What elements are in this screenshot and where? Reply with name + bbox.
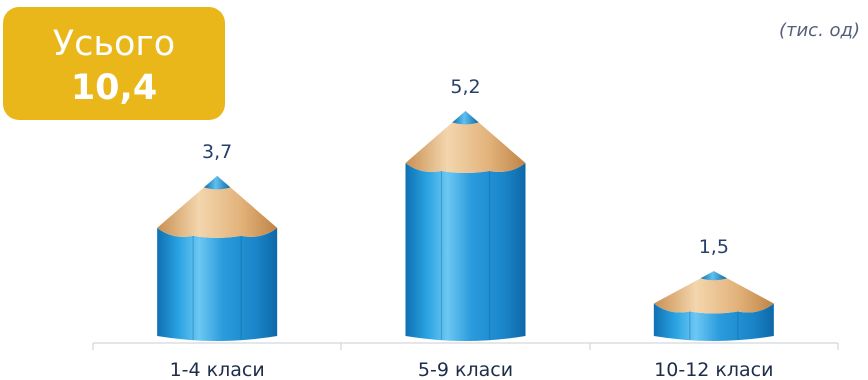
pencil-wood (405, 110, 526, 173)
pencil-tip (452, 110, 479, 125)
pencil-tip (203, 175, 231, 190)
value-label: 1,5 (699, 236, 729, 258)
unit-label: (тис. од) (778, 20, 860, 41)
value-label: 3,7 (202, 141, 232, 163)
category-label: 1-4 класи (170, 359, 265, 380)
pencil-bar (157, 175, 278, 341)
total-badge: Усього 10,4 (3, 7, 225, 120)
pencil-body (157, 227, 278, 341)
category-label: 10-12 класи (654, 359, 773, 380)
total-value: 10,4 (70, 68, 158, 108)
category-label: 5-9 класи (418, 359, 513, 380)
pencil-body (653, 303, 774, 341)
pencil-bar (405, 110, 526, 341)
pencil-wood (653, 271, 774, 314)
pencil-bar (653, 271, 774, 341)
total-label: Усього (52, 24, 176, 64)
pencil-body (405, 162, 526, 341)
pencil-tip (700, 271, 728, 281)
value-label: 5,2 (450, 76, 480, 98)
pencil-wood (157, 175, 278, 238)
